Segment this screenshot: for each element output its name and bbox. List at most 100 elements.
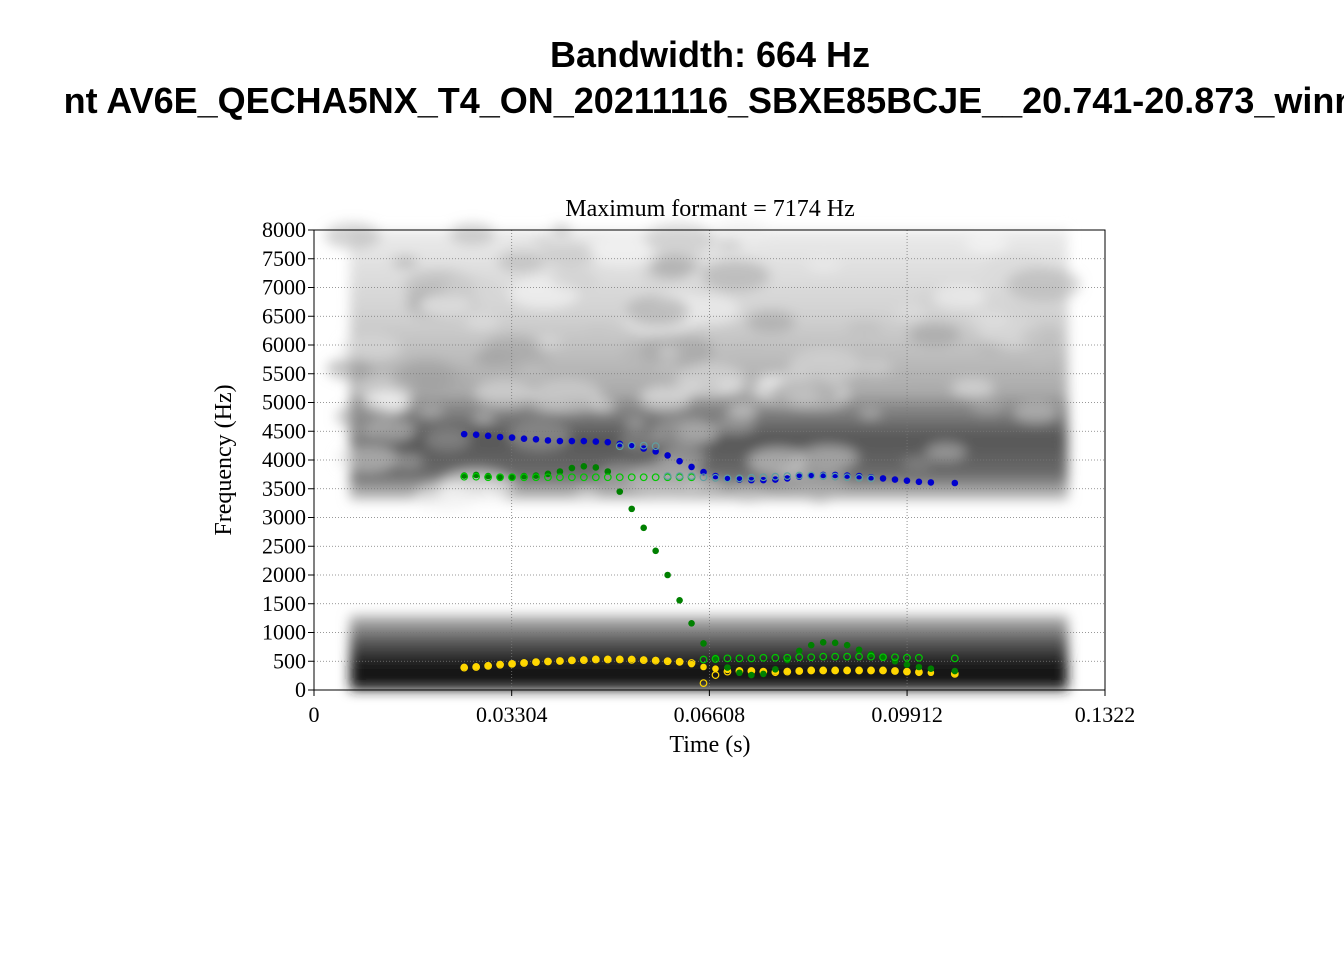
formant-point <box>687 472 696 481</box>
formant-point <box>688 463 695 471</box>
formant-point <box>615 655 624 664</box>
formant-point <box>496 473 504 482</box>
formant-point <box>795 667 804 675</box>
spectrogram-texture <box>472 412 495 424</box>
formant-point <box>460 663 469 672</box>
formant-point <box>591 655 600 664</box>
x-tick-label: 0 <box>309 702 320 727</box>
formant-point <box>639 441 648 450</box>
formant-point <box>484 661 492 669</box>
spectrogram-texture <box>793 444 853 473</box>
formant-point <box>699 679 708 687</box>
formant-point <box>603 473 612 482</box>
formant-point <box>580 437 588 445</box>
formant-point <box>508 434 516 441</box>
formant-point <box>795 653 804 662</box>
formant-point <box>556 468 564 475</box>
y-tick-label: 1000 <box>262 620 306 645</box>
formant-point <box>807 666 816 675</box>
formant-point <box>579 473 588 482</box>
spectrogram-texture <box>391 362 457 393</box>
formant-point <box>891 667 899 675</box>
formant-point <box>855 646 863 654</box>
spectrogram-texture <box>417 405 445 418</box>
spectrogram-texture <box>735 340 764 354</box>
y-tick-label: 6500 <box>262 303 306 328</box>
formant-point <box>616 440 624 448</box>
formant-point <box>687 659 696 667</box>
chart-title: Maximum formant = 7174 Hz <box>565 196 855 222</box>
formant-point <box>651 473 660 482</box>
formant-point <box>651 656 660 665</box>
formant-point <box>532 658 540 667</box>
formant-series-3 <box>460 472 959 664</box>
spectrogram-texture <box>728 484 768 503</box>
spectrogram-texture <box>550 268 598 291</box>
formant-point <box>879 666 887 675</box>
formant-point <box>567 656 576 665</box>
formant-point <box>783 472 792 481</box>
spectrogram-texture <box>808 493 831 504</box>
formant-point <box>724 664 731 671</box>
formant-point <box>795 647 803 655</box>
spectrogram-texture <box>747 447 808 476</box>
spectrogram-texture <box>366 419 416 443</box>
spectrogram-texture <box>965 234 1009 254</box>
formant-point <box>951 479 959 487</box>
formant-point <box>615 442 624 451</box>
spectrogram-texture <box>893 305 927 321</box>
formant-point <box>843 641 851 649</box>
formant-point <box>831 666 840 675</box>
formant-point <box>771 653 780 662</box>
spectrogram-texture <box>807 257 841 274</box>
formant-point <box>700 640 707 647</box>
file-name-title: nt AV6E_QECHA5NX_T4_ON_20211116_SBXE85BC… <box>63 80 1344 121</box>
formant-point <box>496 433 504 441</box>
formant-point <box>616 655 624 663</box>
formant-point <box>484 473 493 482</box>
formant-point <box>891 476 899 483</box>
formant-point <box>819 667 827 674</box>
formant-point <box>639 473 648 482</box>
formant-point <box>460 472 469 481</box>
formant-point <box>903 668 911 675</box>
formant-point <box>627 473 636 482</box>
x-tick-label: 0.06608 <box>674 702 746 727</box>
formant-point <box>592 655 600 663</box>
formant-point <box>664 657 671 664</box>
formant-point <box>508 473 516 481</box>
formant-point <box>843 666 852 675</box>
formant-point <box>712 665 719 673</box>
spectrogram-texture <box>530 379 603 413</box>
formant-point <box>843 667 851 674</box>
spectrogram-texture <box>716 239 743 252</box>
spectrogram-texture <box>414 482 478 512</box>
formant-point <box>652 656 659 664</box>
x-tick-label: 0.03304 <box>476 702 548 727</box>
formant-point <box>603 655 612 664</box>
formant-series-5 <box>615 441 875 483</box>
formant-point <box>615 473 624 482</box>
y-tick-label: 7000 <box>262 275 306 300</box>
formant-point <box>699 473 708 482</box>
formant-point <box>867 651 875 658</box>
spectrogram-texture <box>424 429 471 451</box>
formant-point <box>508 659 516 668</box>
formant-point <box>951 667 959 675</box>
formant-point <box>508 473 516 482</box>
y-axis: 0 500 1000 1500 2000 2500 3000 3500 4000 4500 5000… <box>262 217 314 702</box>
formant-point <box>568 437 576 445</box>
spectrogram-texture <box>715 415 756 435</box>
x-tick-label: 0.1322 <box>1075 702 1136 727</box>
formant-point <box>604 655 612 663</box>
spectrogram-texture <box>908 322 961 347</box>
formant-point <box>460 663 468 671</box>
formant-point <box>855 473 863 482</box>
y-tick-label: 5000 <box>262 390 306 415</box>
formant-point <box>915 663 923 671</box>
spectrogram-texture <box>445 272 499 298</box>
formant-point <box>520 659 528 667</box>
formant-point <box>640 524 647 532</box>
formant-point <box>831 667 839 674</box>
